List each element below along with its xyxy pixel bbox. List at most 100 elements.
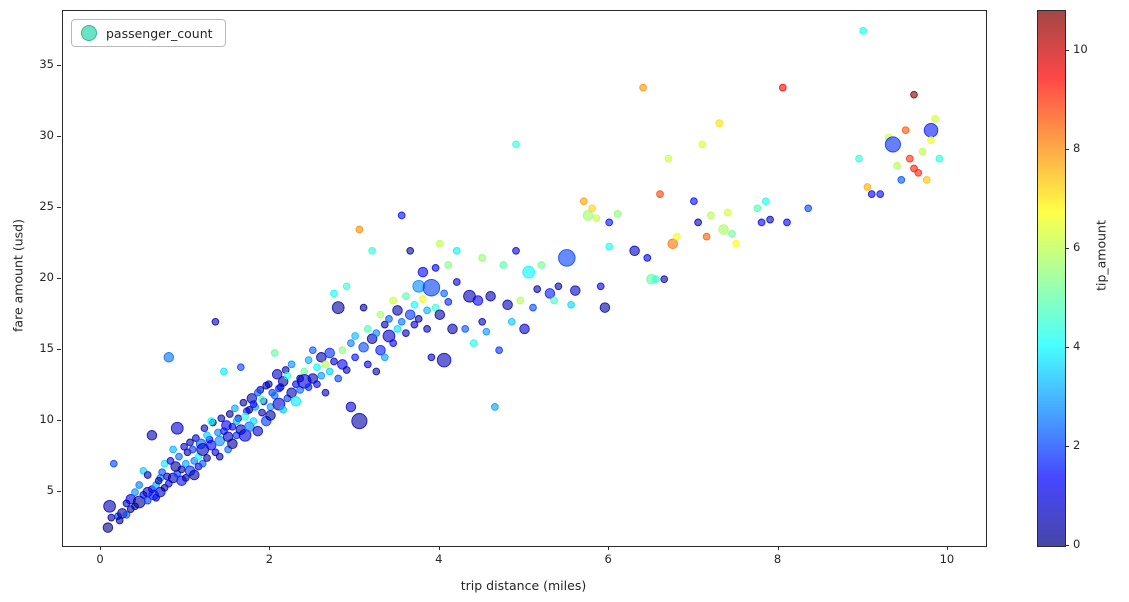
scatter-point <box>554 282 563 291</box>
scatter-point <box>478 254 487 262</box>
scatter-point <box>200 424 209 433</box>
y-tick-mark <box>57 65 61 67</box>
scatter-point <box>232 417 241 425</box>
scatter-point <box>228 422 237 431</box>
scatter-point <box>342 282 351 291</box>
scatter-point <box>253 388 262 397</box>
scatter-point <box>897 176 906 184</box>
colorbar-gradient <box>1037 10 1066 547</box>
scatter-point <box>372 367 381 376</box>
scatter-point <box>673 232 681 241</box>
colorbar-tick-label: 0 <box>1073 537 1081 551</box>
scatter-point <box>239 398 248 407</box>
scatter-point <box>482 327 491 336</box>
scatter-point <box>452 246 461 255</box>
scatter-point <box>170 461 181 472</box>
y-tick-label: 35 <box>39 57 54 72</box>
scatter-point <box>181 459 190 468</box>
scatter-point <box>499 261 508 269</box>
x-tick-label: 2 <box>265 552 274 566</box>
scatter-point <box>651 275 660 284</box>
colorbar-tick-mark <box>1065 445 1069 447</box>
scatter-point <box>613 210 622 218</box>
scatter-point <box>901 126 910 135</box>
legend: passenger_count <box>71 19 226 47</box>
scatter-point <box>422 278 441 297</box>
scatter-point <box>203 431 211 440</box>
x-tick-mark <box>777 546 779 550</box>
scatter-point <box>694 218 702 227</box>
scatter-point <box>452 278 461 286</box>
scatter-point <box>567 300 575 309</box>
scatter-point <box>265 410 276 421</box>
scatter-point <box>385 315 393 323</box>
scatter-point <box>417 266 429 278</box>
scatter-point <box>588 204 597 213</box>
legend-marker-circle <box>81 25 97 41</box>
scatter-point <box>109 459 118 468</box>
scatter-point <box>203 454 211 462</box>
scatter-point <box>135 481 144 489</box>
scatter-point <box>270 349 279 357</box>
scatter-point <box>342 366 351 374</box>
scatter-point <box>434 309 446 320</box>
scatter-point <box>931 115 940 123</box>
scatter-point <box>592 214 601 223</box>
scatter-point <box>169 445 177 454</box>
scatter-point <box>122 510 131 519</box>
scatter-point <box>107 513 116 522</box>
scatter-point <box>660 275 669 284</box>
scatter-point <box>558 249 576 267</box>
scatter-point <box>436 352 452 368</box>
scatter-point <box>325 367 334 376</box>
scatter-point <box>146 430 158 441</box>
x-axis-title: trip distance (miles) <box>460 578 587 593</box>
scatter-point <box>698 140 707 149</box>
scatter-point <box>217 414 226 423</box>
scatter-point <box>351 332 359 340</box>
scatter-point <box>423 325 431 333</box>
scatter-point <box>715 119 724 127</box>
scatter-point <box>863 183 872 191</box>
scatter-point <box>258 395 266 404</box>
scatter-point <box>404 309 416 320</box>
scatter-point <box>347 339 355 347</box>
y-tick-mark <box>57 278 61 280</box>
scatter-point <box>211 317 220 326</box>
colorbar-tick-mark <box>1065 545 1069 546</box>
scatter-point <box>189 469 200 481</box>
scatter-point <box>283 371 292 380</box>
plot-area: passenger_count <box>62 10 987 547</box>
scatter-point <box>363 360 372 369</box>
y-tick-label: 30 <box>39 128 54 143</box>
scatter-point <box>143 496 152 505</box>
scatter-point <box>706 211 715 220</box>
scatter-point <box>389 296 398 305</box>
scatter-point <box>102 522 114 533</box>
x-tick-mark <box>269 546 271 550</box>
scatter-point <box>893 161 901 170</box>
scatter-point <box>175 452 183 461</box>
scatter-point <box>732 239 741 248</box>
scatter-point <box>410 320 419 329</box>
scatter-point <box>643 254 652 262</box>
scatter-point <box>258 408 266 417</box>
scatter-point <box>245 405 254 414</box>
scatter-point <box>639 83 647 92</box>
scatter-point <box>368 246 376 255</box>
scatter-point <box>389 339 398 347</box>
scatter-point <box>728 229 736 238</box>
scatter-point <box>359 303 368 312</box>
scatter-point <box>330 357 338 366</box>
scatter-point <box>629 245 640 257</box>
colorbar-tick-label: 6 <box>1073 239 1081 254</box>
scatter-point <box>181 474 190 482</box>
scatter-point <box>605 242 614 251</box>
scatter-point <box>516 296 525 305</box>
scatter-points-canvas <box>102 27 944 533</box>
x-tick-mark <box>946 546 948 550</box>
scatter-point <box>605 218 614 227</box>
scatter-point <box>461 325 470 333</box>
scatter-point <box>495 346 503 355</box>
